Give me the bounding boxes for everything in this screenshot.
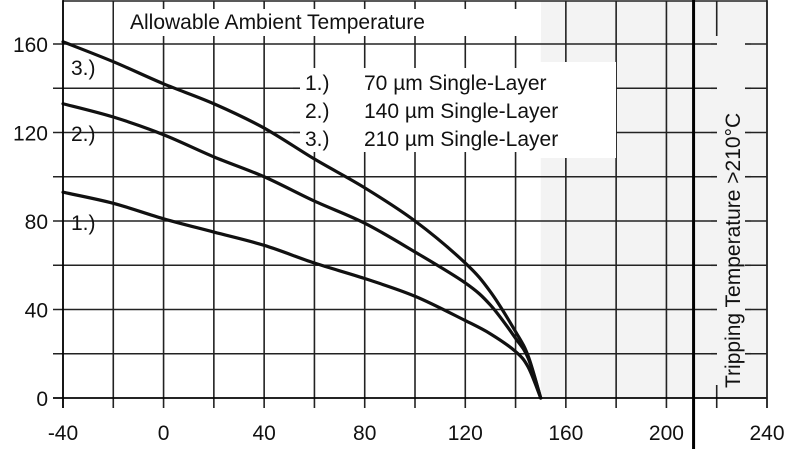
legend-marker-3: 3.) [305,128,330,151]
x-tick-label: 80 [353,422,376,445]
text-labels: Allowable Ambient Temperature 1.) 70 µm … [71,11,745,388]
y-tick-label: 120 [13,123,48,146]
title-box [114,3,541,42]
curves [61,40,543,400]
legend-label-2: 140 µm Single-Layer [364,100,558,123]
tripping-label-box [711,30,751,392]
curve-series-1 [61,190,543,400]
curve-series-2 [61,102,543,400]
label-boxes [114,3,751,392]
tripping-temperature-label: Tripping Temperature >210°C [722,113,745,388]
legend-label-3: 210 µm Single-Layer [364,128,558,151]
curve-marker-3: 3.) [71,57,96,80]
y-tick-label: 0 [36,388,48,411]
x-tick-label: 200 [649,422,684,445]
x-tick-label: 120 [448,422,483,445]
x-tick-label: 40 [252,422,275,445]
chart-title: Allowable Ambient Temperature [130,11,425,34]
x-tick-label: 160 [548,422,583,445]
axes [53,0,768,449]
curve-marker-1: 1.) [71,212,96,235]
legend-box [293,62,616,158]
y-tick-label: 80 [25,211,48,234]
legend-marker-2: 2.) [305,100,330,123]
x-tick-label: 240 [749,422,784,445]
y-tick-label: 160 [13,34,48,57]
legend-label-1: 70 µm Single-Layer [364,72,547,95]
curve-marker-2: 2.) [71,123,96,146]
legend-marker-1: 1.) [305,72,330,95]
x-tick-label: -40 [48,422,78,445]
curve-series-3 [61,40,543,400]
y-tick-label: 40 [25,300,48,323]
x-tick-label: 0 [158,422,170,445]
